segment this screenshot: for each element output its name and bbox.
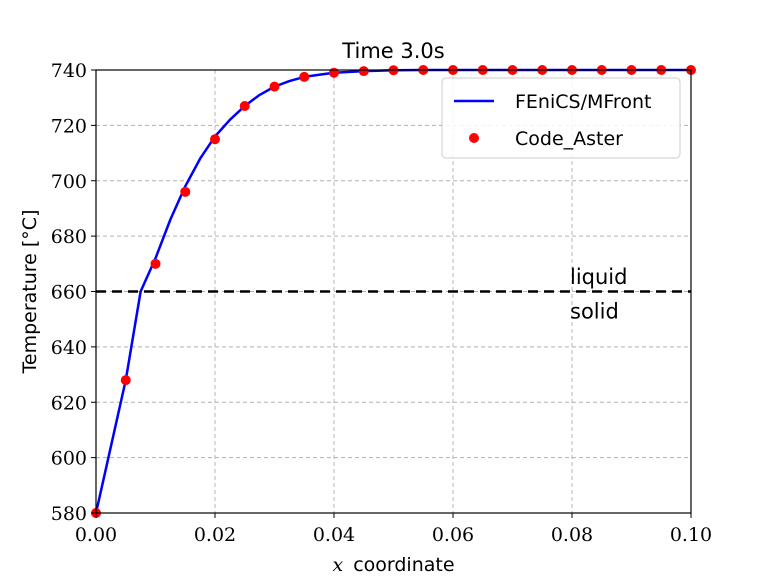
y-tick-label: 680 <box>51 226 87 248</box>
data-point-code-aster <box>299 71 310 82</box>
x-tick-label: 0.06 <box>432 524 474 546</box>
legend-label: Code_Aster <box>515 128 623 150</box>
tick-layer: 0.00 0.02 0.04 0.06 0.08 0.10 580 600 620 640 660 6… <box>51 60 712 546</box>
y-tick-label: 580 <box>51 503 87 525</box>
y-tick-label: 600 <box>51 448 87 470</box>
data-point-code-aster <box>358 66 369 77</box>
legend: FEniCS/MFront Code_Aster <box>441 77 681 159</box>
legend-marker-swatch <box>469 133 479 143</box>
y-tick-label: 620 <box>51 392 87 414</box>
data-point-code-aster <box>150 258 161 269</box>
y-tick-label: 740 <box>51 60 87 82</box>
y-tick-label: 720 <box>51 115 87 137</box>
data-point-code-aster <box>180 186 191 197</box>
chart-title: Time 3.0s <box>341 39 444 63</box>
legend-box <box>441 77 681 159</box>
y-tick-label: 660 <box>51 282 87 304</box>
x-axis-label-text: coordinate <box>353 554 454 576</box>
x-axis-label-math: x <box>332 554 343 576</box>
data-point-code-aster <box>269 81 280 92</box>
x-tick-label: 0.08 <box>551 524 593 546</box>
x-axis-label: x coordinate <box>332 554 454 576</box>
y-tick-label: 700 <box>51 171 87 193</box>
data-point-code-aster <box>210 134 220 145</box>
annotation-solid: solid <box>570 299 619 323</box>
y-axis-label: Temperature [°C] <box>19 210 41 375</box>
legend-label: FEniCS/MFront <box>515 91 651 113</box>
data-point-code-aster <box>329 67 339 78</box>
data-point-code-aster <box>239 100 250 111</box>
x-tick-label: 0.02 <box>194 524 236 546</box>
annotation-liquid: liquid <box>570 265 627 289</box>
x-tick-label: 0.00 <box>75 524 117 546</box>
x-tick-label: 0.10 <box>670 524 712 546</box>
x-tick-label: 0.04 <box>313 524 355 546</box>
annotation-layer: liquid solid <box>570 265 627 323</box>
y-tick-label: 640 <box>51 337 87 359</box>
data-point-code-aster <box>120 375 131 386</box>
